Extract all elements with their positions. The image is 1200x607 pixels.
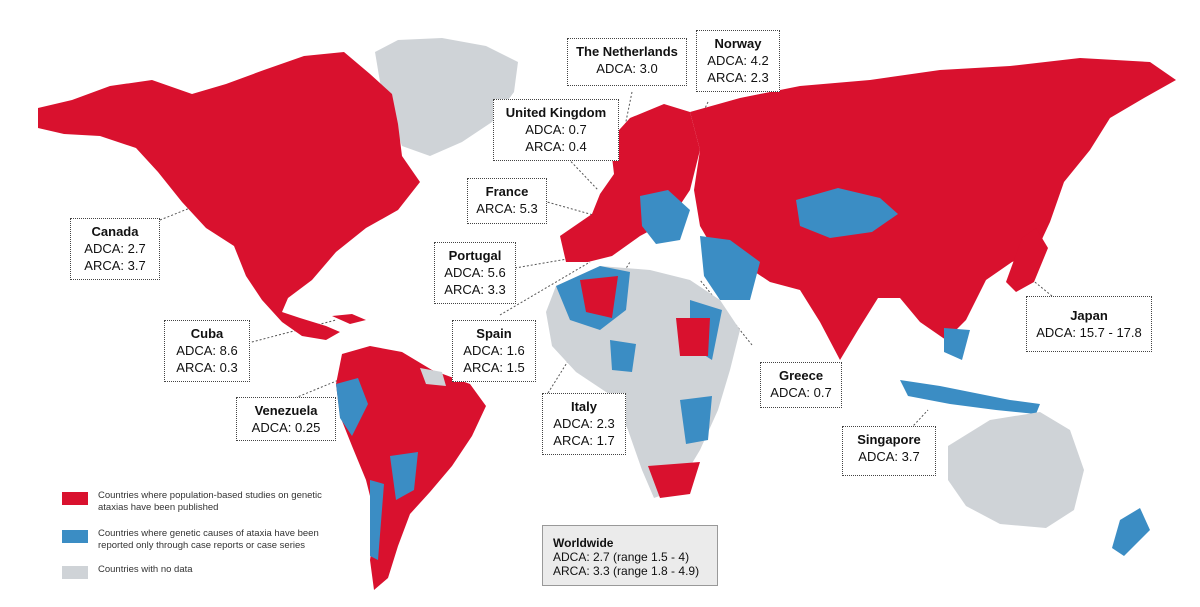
callout-italy: Italy ADCA: 2.3 ARCA: 1.7 bbox=[542, 393, 626, 455]
legend-label: Countries where population-based studies… bbox=[98, 490, 322, 513]
callout-portugal: Portugal ADCA: 5.6 ARCA: 3.3 bbox=[434, 242, 516, 304]
country-name: Japan bbox=[1070, 308, 1108, 323]
worldwide-title: Worldwide bbox=[553, 536, 614, 550]
country-name: Spain bbox=[476, 326, 512, 341]
callout-netherlands: The Netherlands ADCA: 3.0 bbox=[567, 38, 687, 86]
legend-swatch-gray bbox=[62, 566, 88, 579]
north-america bbox=[38, 52, 420, 340]
worldwide-adca: ADCA: 2.7 (range 1.5 - 4) bbox=[553, 550, 690, 564]
stat-line: ARCA: 1.5 bbox=[463, 360, 525, 375]
callout-venezuela: Venezuela ADCA: 0.25 bbox=[236, 397, 336, 441]
stat-line: ADCA: 8.6 bbox=[176, 343, 238, 358]
worldwide-arca: ARCA: 3.3 (range 1.8 - 4.9) bbox=[553, 564, 700, 578]
guianas-nodata bbox=[420, 368, 446, 386]
stat-line: ADCA: 2.7 bbox=[84, 241, 146, 256]
country-name: Greece bbox=[778, 368, 824, 383]
country-name: Venezuela bbox=[254, 403, 318, 418]
stat-line: ADCA: 3.7 bbox=[858, 449, 920, 464]
legend-label: Countries where genetic causes of ataxia… bbox=[98, 528, 319, 551]
stat-line: ADCA: 0.7 bbox=[770, 385, 832, 400]
stat-line: ARCA: 5.3 bbox=[476, 201, 538, 216]
asia bbox=[690, 58, 1176, 360]
stat-line: ADCA: 3.0 bbox=[596, 61, 658, 76]
new-zealand bbox=[1112, 508, 1150, 556]
stat-line: ADCA: 5.6 bbox=[444, 265, 506, 280]
stat-line: ARCA: 3.3 bbox=[444, 282, 506, 297]
stat-line: ADCA: 2.3 bbox=[553, 416, 615, 431]
stat-line: ADCA: 1.6 bbox=[463, 343, 525, 358]
country-name: France bbox=[485, 184, 529, 199]
country-name: Canada bbox=[91, 224, 139, 239]
country-name: Portugal bbox=[448, 248, 502, 263]
stat-line: ADCA: 4.2 bbox=[707, 53, 769, 68]
callout-france: France ARCA: 5.3 bbox=[467, 178, 547, 224]
indonesia bbox=[900, 380, 1040, 414]
callout-united-kingdom: United Kingdom ADCA: 0.7 ARCA: 0.4 bbox=[493, 99, 619, 161]
caribbean-cuba bbox=[332, 314, 366, 324]
legend-swatch-blue bbox=[62, 530, 88, 543]
callout-japan: Japan ADCA: 15.7 - 17.8 bbox=[1026, 296, 1152, 352]
country-name: Italy bbox=[570, 399, 597, 414]
stat-line: ARCA: 0.4 bbox=[525, 139, 587, 154]
greenland bbox=[375, 38, 518, 156]
stat-line: ADCA: 15.7 - 17.8 bbox=[1036, 325, 1142, 340]
country-name: United Kingdom bbox=[505, 105, 607, 120]
stat-line: ARCA: 2.3 bbox=[707, 70, 769, 85]
stat-line: ARCA: 1.7 bbox=[553, 433, 615, 448]
country-name: Cuba bbox=[190, 326, 224, 341]
europe-blue bbox=[640, 190, 690, 244]
legend-label: Countries with no data bbox=[98, 564, 193, 575]
worldwide-summary-box: Worldwide ADCA: 2.7 (range 1.5 - 4) ARCA… bbox=[542, 525, 718, 586]
stat-line: ADCA: 0.7 bbox=[525, 122, 587, 137]
callout-canada: Canada ADCA: 2.7 ARCA: 3.7 bbox=[70, 218, 160, 280]
australia bbox=[948, 412, 1084, 528]
country-name: Singapore bbox=[857, 432, 921, 447]
callout-cuba: Cuba ADCA: 8.6 ARCA: 0.3 bbox=[164, 320, 250, 382]
callout-greece: Greece ADCA: 0.7 bbox=[760, 362, 842, 408]
stat-line: ARCA: 0.3 bbox=[176, 360, 238, 375]
asia-blue bbox=[700, 188, 970, 360]
callout-norway: Norway ADCA: 4.2 ARCA: 2.3 bbox=[696, 30, 780, 92]
country-name: The Netherlands bbox=[576, 44, 678, 59]
africa-red bbox=[580, 276, 710, 498]
country-name: Norway bbox=[714, 36, 762, 51]
south-america-blue bbox=[336, 378, 418, 560]
legend-swatch-red bbox=[62, 492, 88, 505]
japan-shape bbox=[1006, 228, 1048, 292]
callout-spain: Spain ADCA: 1.6 ARCA: 1.5 bbox=[452, 320, 536, 382]
callout-singapore: Singapore ADCA: 3.7 bbox=[842, 426, 936, 476]
stat-line: ADCA: 0.25 bbox=[251, 420, 321, 435]
stat-line: ARCA: 3.7 bbox=[84, 258, 146, 273]
